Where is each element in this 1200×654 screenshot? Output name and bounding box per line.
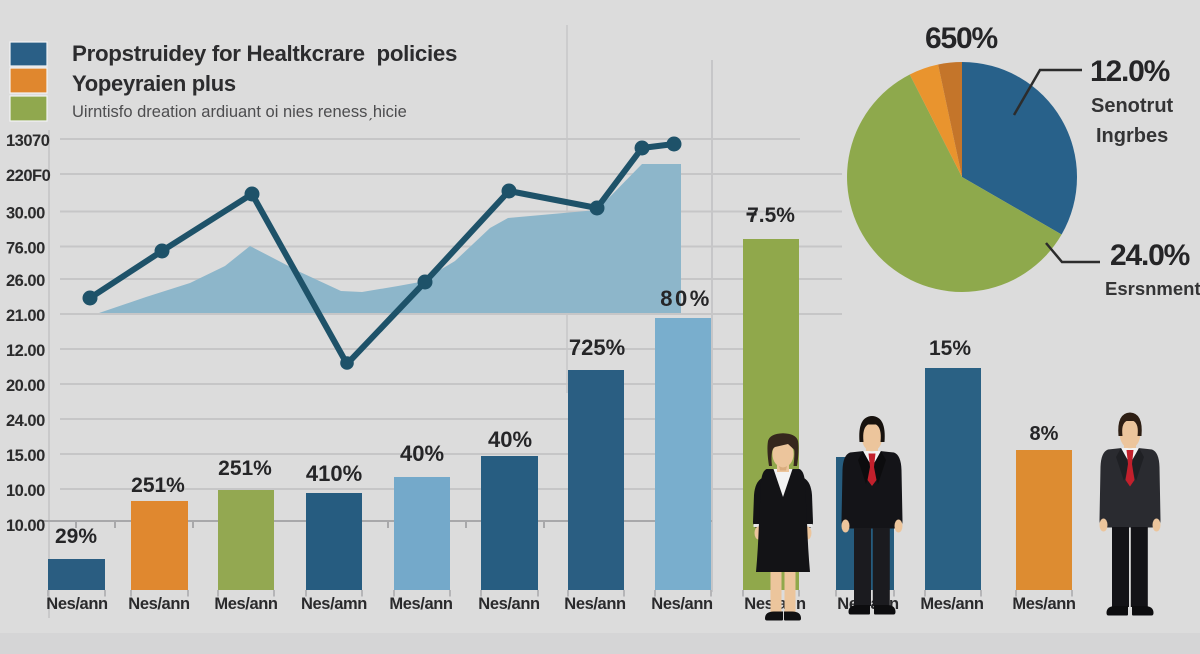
svg-text:Propstruidey for Healtkcrare: Propstruidey for Healtkcrare policies [72, 41, 457, 66]
svg-text:410%: 410% [306, 461, 362, 486]
svg-text:725%: 725% [569, 335, 625, 360]
svg-text:Mes/ann: Mes/ann [214, 595, 278, 613]
svg-text:Yopeyraien plus: Yopeyraien plus [72, 71, 236, 96]
svg-text:40%: 40% [488, 427, 532, 452]
svg-text:251%: 251% [218, 457, 272, 480]
svg-text:24.0%: 24.0% [1110, 239, 1190, 272]
svg-text:Nes/ann: Nes/ann [478, 595, 540, 613]
svg-text:40%: 40% [400, 441, 444, 466]
svg-text:Nes/ann: Nes/ann [46, 595, 108, 613]
svg-text:10.00: 10.00 [6, 517, 45, 535]
svg-text:Nes/ann: Nes/ann [564, 595, 626, 613]
svg-text:8%: 8% [1030, 423, 1059, 445]
svg-text:21.00: 21.00 [6, 307, 45, 325]
svg-text:Mes/ann: Mes/ann [389, 595, 453, 613]
svg-text:650%: 650% [925, 22, 997, 55]
svg-text:Mes/ann: Mes/ann [920, 595, 984, 613]
svg-text:13070: 13070 [6, 132, 50, 150]
svg-text:10.00: 10.00 [6, 482, 45, 500]
svg-text:Senotrut: Senotrut [1091, 95, 1174, 117]
svg-text:251%: 251% [131, 474, 185, 497]
svg-text:20.00: 20.00 [6, 377, 45, 395]
svg-text:24.00: 24.00 [6, 412, 45, 430]
svg-text:76.00: 76.00 [6, 240, 45, 258]
svg-text:Nes/amn: Nes/amn [301, 595, 367, 613]
svg-text:15%: 15% [929, 337, 971, 360]
svg-text:7.5%: 7.5% [747, 204, 795, 227]
svg-text:Nes/ann: Nes/ann [128, 595, 190, 613]
svg-text:15.00: 15.00 [6, 447, 45, 465]
svg-text:29%: 29% [55, 525, 97, 548]
svg-text:80%: 80% [660, 286, 712, 311]
svg-text:26.00: 26.00 [6, 272, 45, 290]
svg-text:220F0: 220F0 [6, 167, 51, 185]
svg-text:12.00: 12.00 [6, 342, 45, 360]
svg-text:Mes/ann: Mes/ann [1012, 595, 1076, 613]
svg-text:12.0%: 12.0% [1090, 55, 1170, 88]
svg-text:30.00: 30.00 [6, 205, 45, 223]
svg-text:Nes/ann: Nes/ann [651, 595, 713, 613]
svg-text:Esrsnment: Esrsnment [1105, 278, 1200, 299]
svg-text:Uirntisfo dreation ardiuant oi: Uirntisfo dreation ardiuant oi nies rene… [72, 103, 407, 121]
svg-text:Ingrbes: Ingrbes [1096, 125, 1168, 147]
